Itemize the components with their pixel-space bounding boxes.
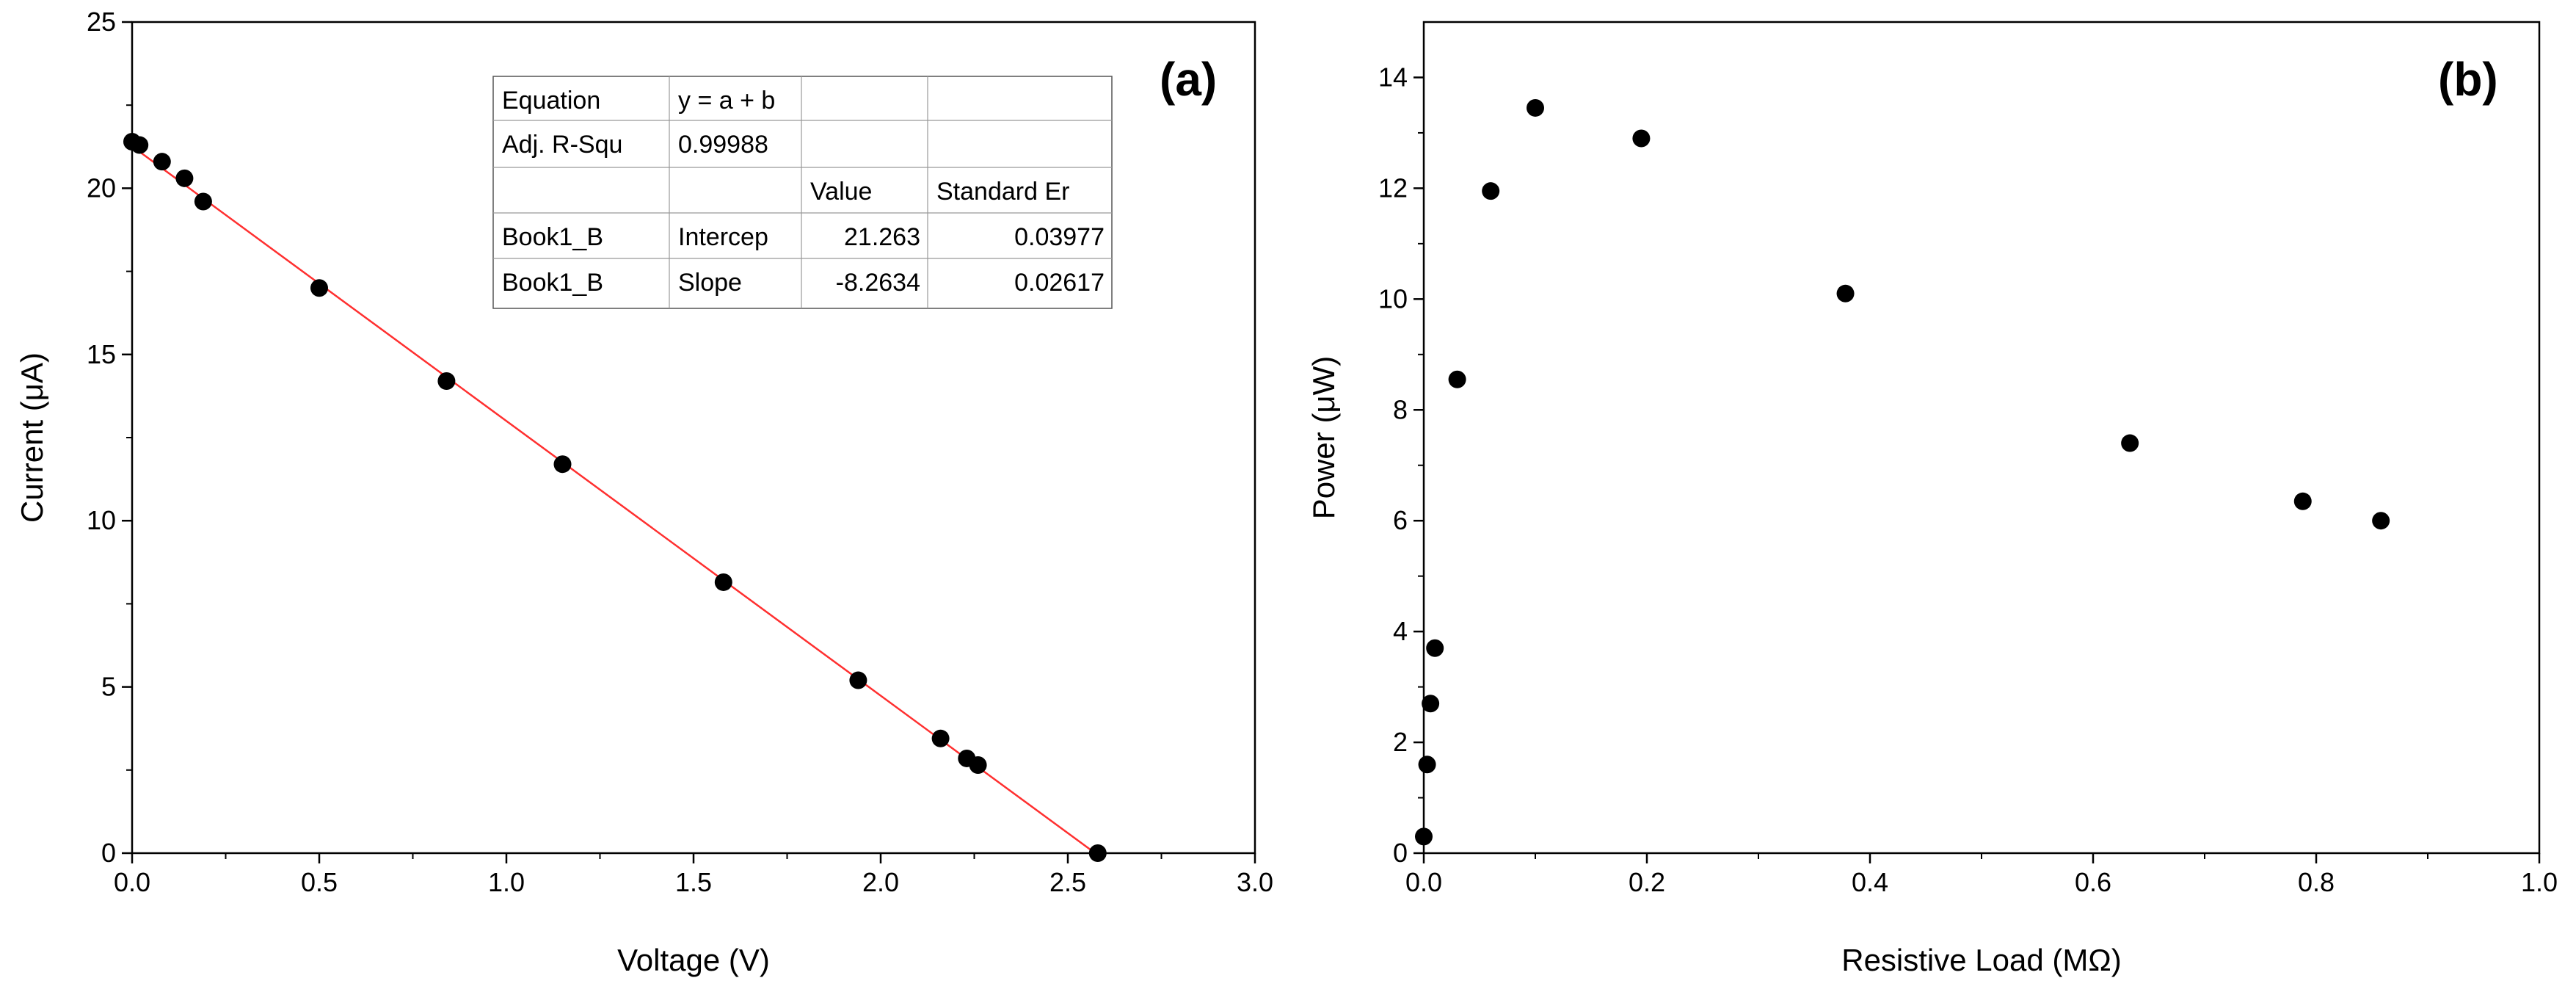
panel-a-data-point [714,573,732,591]
fit-table-cell: -8.2634 [836,269,920,297]
panel-a-chart: 0.0 0.5 1.0 1.5 2.0 2.5 3.0 0 5 10 15 20 25 Equation… [15,7,1273,977]
panel-b-y-tick-label: 14 [1378,62,1408,92]
panel-a-y-tick-label: 10 [87,505,116,535]
panel-b-data-point [1426,639,1444,657]
panel-a-y-tick-label: 5 [101,672,116,702]
panel-b-y-tick-label: 12 [1378,173,1408,203]
panel-a-data-point [175,169,194,187]
fit-table-cell: Equation [502,87,600,115]
fit-table-cell: 21.263 [844,223,920,251]
panel-a-y-tick-label: 15 [87,339,116,369]
fit-results-table: Equation y = a + b Adj. R-Squ 0.99988 Value S… [492,76,1113,309]
panel-b-data-point [2293,492,2312,510]
panel-a-x-tick-label: 1.5 [675,867,712,897]
panel-b-data-point [1527,98,1544,117]
fit-table-cell: 0.99988 [678,131,768,159]
panel-b-data-point [2372,512,2390,530]
panel-a-y-axis-title: Current (μA) [15,352,49,523]
panel-a-data-point [131,136,149,154]
fit-table-cell: 0.02617 [1014,269,1105,297]
panel-b-y-axis-title: Power (μW) [1306,356,1341,520]
fit-table-cell: Standard Er [936,178,1069,206]
panel-b-data-point [1448,370,1466,388]
panel-b-data-point [1836,284,1855,302]
panel-b-data-points [1415,98,2390,846]
panel-b-ticks: 0.0 0.2 0.4 0.6 0.8 1.0 0 2 4 6 8 10 12 14 [1378,62,2558,897]
panel-a-y-tick-label: 0 [101,838,116,868]
panel-b-x-tick-label: 0.0 [1405,867,1442,897]
fit-table-cell: Adj. R-Squ [502,131,622,159]
panel-b-y-tick-label: 2 [1393,727,1408,757]
panel-a-x-axis-title: Voltage (V) [617,943,770,977]
panel-a-data-point [849,671,867,689]
panel-b-y-tick-label: 10 [1378,283,1408,314]
panel-b-label: (b) [2438,53,2498,106]
panel-b-x-tick-label: 0.2 [1629,867,1665,897]
panel-b-x-tick-label: 0.4 [1852,867,1888,897]
panel-a-data-point [153,153,171,171]
panel-a-ticks: 0.0 0.5 1.0 1.5 2.0 2.5 3.0 0 5 10 15 20 25 [87,7,1273,897]
panel-a-label: (a) [1160,53,1217,106]
panel-a-data-point [969,756,987,775]
panel-b-data-point [2121,434,2139,452]
panel-b-y-tick-label: 0 [1393,838,1408,868]
panel-a-data-point [194,192,212,211]
panel-a-y-tick-label: 25 [87,7,116,37]
panel-a-data-point [437,372,456,391]
panel-b-data-point [1632,129,1651,148]
panel-a-x-tick-label: 3.0 [1237,867,1273,897]
fit-table-cell: Value [810,178,872,206]
panel-b-y-tick-label: 4 [1393,616,1408,646]
fit-table-cell: 0.03977 [1014,223,1105,251]
panel-a-plot-frame [131,21,1256,855]
panel-b-x-tick-label: 0.6 [2075,867,2111,897]
panel-b-plot-frame [1422,21,2541,855]
fit-table-cell: Book1_B [502,269,603,297]
fit-table-cell: y = a + b [678,87,775,115]
panel-a-data-point [553,455,572,474]
panel-b-y-tick-label: 8 [1393,394,1408,424]
panel-b-x-axis-title: Resistive Load (MΩ) [1841,943,2122,977]
panel-a-x-tick-label: 2.5 [1049,867,1086,897]
panel-b-x-tick-label: 0.8 [2298,867,2335,897]
panel-a-data-point [310,279,328,297]
fit-table-cell: Slope [678,269,742,297]
panel-a-x-tick-label: 1.0 [488,867,525,897]
panel-a-x-tick-label: 0.5 [301,867,338,897]
panel-a-data-point [931,729,950,747]
panel-b-chart: 0.0 0.2 0.4 0.6 0.8 1.0 0 2 4 6 8 10 12 14 (b) Resist… [1306,21,2558,977]
panel-a-data-points [123,133,1107,862]
fit-table-border [492,76,1113,309]
panel-a-x-tick-label: 0.0 [114,867,150,897]
panel-b-data-point [1418,756,1436,774]
panel-b-data-point [1422,695,1440,713]
fit-table-cell: Intercep [678,223,768,251]
panel-a-x-tick-label: 2.0 [862,867,899,897]
panel-b-data-point [1482,182,1500,200]
fit-table-cell: Book1_B [502,223,603,251]
panel-b-x-tick-label: 1.0 [2521,867,2558,897]
panel-b-y-tick-label: 6 [1393,505,1408,535]
panel-a-y-tick-label: 20 [87,173,116,203]
